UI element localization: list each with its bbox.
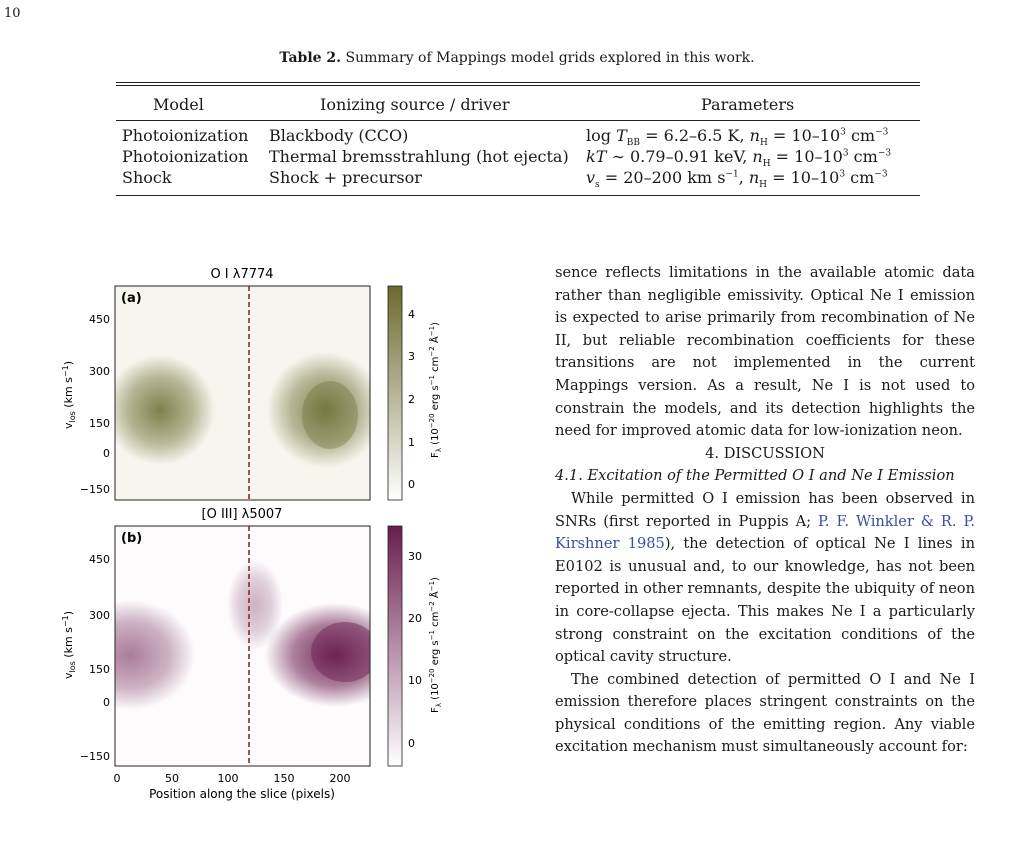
panel-a-cbar-tick: 2 (408, 393, 415, 406)
panel-a-ytick: 300 (89, 365, 110, 378)
panel-b-label: (b) (121, 531, 142, 546)
table-cell: Thermal bremsstrahlung (hot ejecta) (269, 147, 569, 166)
panel-b-colorbar (387, 525, 403, 767)
panel-a-ytick: 0 (103, 447, 110, 460)
panel-b-ytick: −150 (80, 750, 110, 763)
panel-b-ylabel: vlos (km s−1) (61, 611, 77, 679)
table-cell: log TBB = 6.2–6.5 K, nH = 10–103 cm−3 (586, 126, 889, 149)
panel-b-ytick: 450 (89, 553, 110, 566)
table-cell: kT ∼ 0.79–0.91 keV, nH = 10–103 cm−3 (586, 147, 892, 170)
panel-a-cbar-tick: 1 (408, 436, 415, 449)
table-cell: Blackbody (CCO) (269, 126, 409, 145)
panel-b-ytick: 0 (103, 696, 110, 709)
x-tick: 50 (165, 772, 179, 785)
table-cell: Photoionization (122, 147, 249, 166)
panel-a-colorbar (387, 285, 403, 501)
table-caption-text: Summary of Mappings model grids explored… (345, 50, 755, 66)
panel-a-cbar-tick: 0 (408, 478, 415, 491)
paragraph: While permitted O I emission has been ob… (555, 489, 975, 666)
body-text-column: sence reflects limitations in the availa… (555, 262, 975, 759)
table-cell: Shock (122, 168, 172, 187)
x-tick: 200 (330, 772, 351, 785)
section-heading: 4. DISCUSSION (705, 444, 825, 462)
panel-a-ylabel: vlos (km s−1) (61, 361, 77, 429)
citation-link[interactable]: P. F. Winkler & R. P. Kirshner 1985 (555, 512, 975, 553)
panel-b-ytick: 150 (89, 663, 110, 676)
x-tick: 0 (114, 772, 121, 785)
paragraph: The combined detection of permitted O I … (555, 670, 975, 756)
panel-a-ytick: 450 (89, 313, 110, 326)
figure-position-velocity: O I λ7774 (a) 450 300 150 0 −150 vlos (k… (61, 267, 443, 801)
panel-b-cbar-tick: 0 (408, 737, 415, 750)
panel-a-title: O I λ7774 (210, 267, 273, 282)
page-number: 10 (4, 6, 21, 21)
table-cell: Shock + precursor (269, 168, 422, 187)
table-header-model: Model (153, 95, 204, 114)
table-caption: Table 2. Summary of Mappings model grids… (0, 50, 1034, 66)
table-cell: vs = 20–200 km s−1, nH = 10–103 cm−3 (586, 168, 888, 191)
table-header-parameters: Parameters (701, 95, 795, 114)
x-tick: 100 (218, 772, 239, 785)
panel-b-cbar-label: Fλ (10−20 erg s−1 cm−2 Å−1) (428, 577, 443, 713)
table-header-source: Ionizing source / driver (320, 95, 510, 114)
panel-b-title: [O III] λ5007 (202, 507, 283, 522)
x-tick: 150 (274, 772, 295, 785)
panel-a-ytick: −150 (80, 483, 110, 496)
subsection-heading: 4.1. Excitation of the Permitted O I and… (555, 467, 955, 485)
panel-a-cbar-tick: 3 (408, 350, 415, 363)
panel-b-cbar-tick: 30 (408, 550, 422, 563)
panel-a-label: (a) (121, 291, 142, 306)
panel-b-cbar-tick: 10 (408, 674, 422, 687)
model-grid-table: Model Ionizing source / driver Parameter… (116, 82, 920, 210)
panel-b-ytick: 300 (89, 609, 110, 622)
panel-a-cbar-label: Fλ (10−20 erg s−1 cm−2 Å−1) (428, 322, 443, 458)
x-axis-label: Position along the slice (pixels) (149, 787, 335, 801)
panel-b-cbar-tick: 20 (408, 612, 422, 625)
table-cell: Photoionization (122, 126, 249, 145)
paragraph: sence reflects limitations in the availa… (555, 264, 975, 440)
table-caption-label: Table 2. (279, 50, 342, 66)
panel-a-ytick: 150 (89, 417, 110, 430)
panel-a-cbar-tick: 4 (408, 308, 415, 321)
